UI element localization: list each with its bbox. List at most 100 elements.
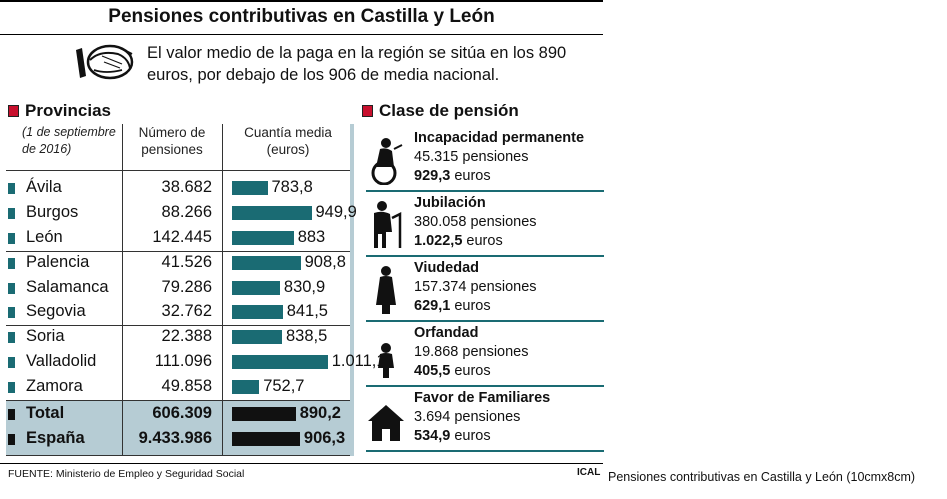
- amount-label: 841,5: [286, 302, 328, 320]
- table-row: Zamora 49.858 752,7: [0, 375, 352, 400]
- row-divider: [6, 170, 350, 171]
- pension-type-name: Orfandad: [414, 325, 479, 341]
- pension-count: 49.858: [161, 377, 212, 395]
- row-bullet-icon: [8, 382, 15, 393]
- pension-type-name: Viudedad: [414, 260, 479, 276]
- pension-separator: [366, 190, 604, 192]
- pension-type-name: Jubilación: [414, 195, 486, 211]
- amount-bar: [232, 407, 296, 421]
- row-bullet-icon: [8, 208, 15, 219]
- average-value: 629,1: [414, 298, 451, 314]
- average-value: 534,9: [414, 428, 451, 444]
- row-bullet-icon: [8, 283, 15, 294]
- table-right-border: [350, 124, 354, 456]
- amount-bar: [232, 206, 312, 220]
- heading-square-icon: [362, 105, 373, 117]
- amount-label: 949,9: [315, 203, 357, 221]
- caption: Pensiones contributivas en Castilla y Le…: [608, 470, 916, 484]
- row-divider: [6, 400, 350, 401]
- title-bottom-rule: [0, 34, 603, 35]
- province-name: España: [26, 429, 85, 447]
- date-note: (1 de septiembre de 2016): [22, 125, 116, 156]
- elderly-person-icon: [366, 200, 406, 250]
- table-row: Soria 22.388 838,5: [0, 325, 352, 350]
- row-bullet-icon: [8, 258, 15, 269]
- table-row: Burgos 88.266 949,9: [0, 201, 357, 226]
- province-name: Soria: [26, 327, 65, 345]
- province-name: Burgos: [26, 203, 79, 221]
- pension-type-count: 157.374 pensiones: [414, 279, 537, 295]
- amount-bar: [232, 330, 282, 344]
- amount-label: 1.011,1: [331, 352, 386, 370]
- pension-type-average: 1.022,5 euros: [414, 233, 503, 249]
- pension-type-average: 405,5 euros: [414, 363, 491, 379]
- row-bullet-icon: [8, 357, 15, 368]
- pension-type-name: Favor de Familiares: [414, 390, 551, 406]
- pension-separator: [366, 255, 604, 257]
- table-row: Palencia 41.526 908,8: [0, 251, 352, 276]
- row-bullet-icon: [8, 183, 15, 194]
- row-bullet-icon: [8, 409, 15, 420]
- column-header-number: Número de pensiones: [138, 125, 206, 157]
- average-unit: euros: [454, 363, 491, 379]
- table-row: Ávila 38.682 783,8: [0, 176, 352, 201]
- pension-class-heading-label: Clase de pensión: [379, 101, 519, 120]
- pension-type-average: 929,3 euros: [414, 168, 491, 184]
- pension-count: 111.096: [154, 352, 212, 370]
- widow-icon: [366, 265, 406, 315]
- pension-type-count: 3.694 pensiones: [414, 409, 521, 425]
- average-value: 405,5: [414, 363, 451, 379]
- pension-class-heading: Clase de pensión: [362, 101, 519, 121]
- house-icon: [366, 395, 406, 445]
- average-unit: euros: [454, 428, 491, 444]
- province-name: León: [26, 228, 63, 246]
- source-note: FUENTE: Ministerio de Empleo y Seguridad…: [8, 468, 245, 480]
- pension-count: 9.433.986: [138, 429, 212, 447]
- amount-label: 838,5: [286, 327, 328, 345]
- row-bullet-icon: [8, 434, 15, 445]
- pension-count: 88.266: [161, 203, 212, 221]
- average-unit: euros: [454, 298, 491, 314]
- average-unit: euros: [454, 168, 491, 184]
- amount-label: 830,9: [283, 278, 326, 296]
- pension-type-item: Jubilación 380.058 pensiones 1.022,5 euros: [366, 192, 604, 257]
- row-divider: [6, 325, 350, 326]
- pension-type-name: Incapacidad permanente: [414, 130, 585, 146]
- amount-bar: [232, 432, 300, 446]
- average-value: 1.022,5: [414, 233, 463, 249]
- amount-bar: [232, 281, 280, 295]
- row-divider: [6, 251, 350, 252]
- child-icon: [366, 330, 406, 380]
- pension-type-average: 629,1 euros: [414, 298, 491, 314]
- table-row: León 142.445 883: [0, 226, 352, 251]
- province-name: Segovia: [26, 302, 86, 320]
- pension-separator: [366, 385, 604, 387]
- pension-type-count: 19.868 pensiones: [414, 344, 529, 360]
- footer-rule: [0, 463, 603, 464]
- pension-type-count: 380.058 pensiones: [414, 214, 537, 230]
- credit: ICAL: [577, 467, 601, 478]
- amount-bar: [232, 181, 268, 195]
- table-row: Total 606.309 890,2: [0, 402, 352, 427]
- pension-type-item: Orfandad 19.868 pensiones 405,5 euros: [366, 322, 604, 387]
- subtitle: El valor medio de la paga en la región s…: [147, 44, 567, 84]
- table-row: Valladolid 111.096 1.011,1: [0, 350, 386, 375]
- pension-count: 32.762: [161, 302, 212, 320]
- amount-bar: [232, 231, 294, 245]
- table-row: Salamanca 79.286 830,9: [0, 276, 352, 301]
- province-name: Salamanca: [26, 278, 109, 296]
- pension-count: 41.526: [161, 253, 212, 271]
- pension-count: 22.388: [161, 327, 212, 345]
- amount-label: 752,7: [263, 377, 305, 395]
- pension-type-item: Incapacidad permanente 45.315 pensiones 92…: [366, 127, 604, 192]
- heading-square-icon: [8, 105, 19, 117]
- pension-type-item: Viudedad 157.374 pensiones 629,1 euros: [366, 257, 604, 322]
- amount-label: 906,3: [303, 429, 346, 447]
- province-name: Ávila: [26, 178, 62, 196]
- average-value: 929,3: [414, 168, 451, 184]
- amount-bar: [232, 256, 301, 270]
- amount-label: 883: [297, 228, 326, 246]
- pension-count: 142.445: [152, 228, 212, 246]
- table-row: Segovia 32.762 841,5: [0, 300, 352, 325]
- hand-with-money-icon: [76, 44, 134, 80]
